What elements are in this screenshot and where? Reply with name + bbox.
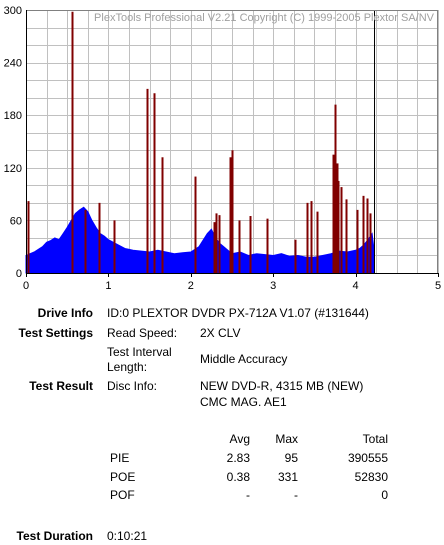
x-tick-label: 2 [188, 280, 194, 292]
y-tick-label: 240 [4, 58, 22, 70]
stats-row-name: PIE [110, 451, 130, 465]
x-tick-label: 3 [270, 280, 276, 292]
stats-row-max: - [294, 488, 298, 502]
test-result-label: Test Result [29, 379, 93, 393]
stats-header-avg: Avg [229, 432, 250, 446]
test-interval-value: Middle Accuracy [200, 352, 288, 366]
y-tick-label: 180 [4, 110, 22, 122]
pie-area [25, 206, 375, 274]
y-tick-label: 120 [4, 163, 22, 175]
test-interval-label-line1: Test Interval [107, 345, 172, 359]
y-tick-label: 0 [16, 268, 22, 280]
stats-header-max: Max [275, 432, 298, 446]
read-speed-value: 2X CLV [200, 326, 241, 340]
stats-row-name: POE [110, 470, 136, 484]
stats-row-total: 390555 [347, 451, 388, 465]
test-duration-value: 0:10:21 [107, 529, 148, 543]
y-tick-label: 300 [4, 5, 22, 17]
disc-info-label: Disc Info: [107, 379, 158, 393]
stats-row-avg: - [246, 488, 250, 502]
stats-row-avg: 2.83 [226, 451, 250, 465]
x-tick-labels: 0 1 2 3 4 5 [23, 273, 441, 292]
stats-row-max: 331 [277, 470, 298, 484]
x-tick-label: 0 [23, 280, 29, 292]
disc-info-value-line2: CMC MAG. AE1 [200, 395, 287, 409]
drive-info-label: Drive Info [37, 306, 93, 320]
y-tick-labels: 0 60 120 180 240 300 [4, 5, 22, 280]
error-chart: PlexTools Professional V2.21 Copyright (… [4, 5, 441, 292]
read-speed-label: Read Speed: [107, 326, 178, 340]
stats-row-avg: 0.38 [226, 470, 250, 484]
chart-axes [26, 10, 438, 274]
x-tick-label: 5 [435, 280, 441, 292]
x-tick-label: 1 [105, 280, 111, 292]
test-duration-label: Test Duration [16, 529, 93, 543]
pie-series [25, 206, 375, 274]
test-settings-label: Test Settings [18, 326, 93, 340]
chart-title: PlexTools Professional V2.21 Copyright (… [94, 12, 435, 24]
poe-series [27, 11, 372, 273]
stats-row-total: 52830 [354, 470, 388, 484]
stats-header-total: Total [362, 432, 388, 446]
drive-info-value: ID:0 PLEXTOR DVDR PX-712A V1.07 (#131644… [107, 306, 369, 320]
test-interval-label-line2: Length: [107, 360, 148, 374]
y-tick-label: 60 [10, 215, 22, 227]
stats-row-name: POF [110, 488, 135, 502]
x-tick-label: 4 [353, 280, 359, 292]
stats-row-total: 0 [381, 488, 388, 502]
stats-row-max: 95 [284, 451, 298, 465]
disc-info-value-line1: NEW DVD-R, 4315 MB (NEW) [200, 379, 364, 393]
